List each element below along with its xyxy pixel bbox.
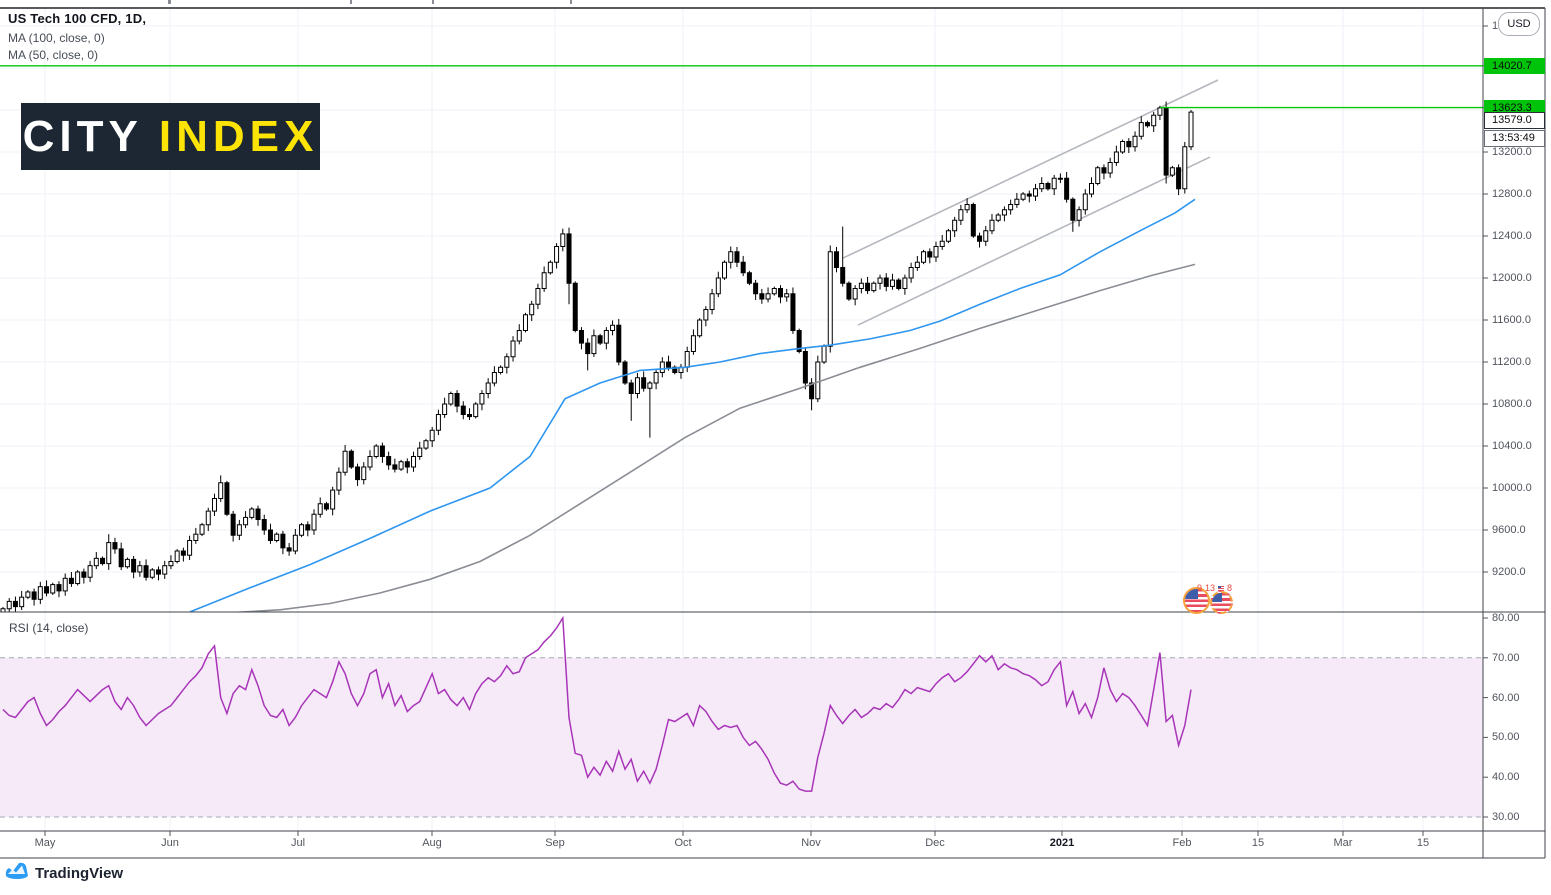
rsi-line[interactable] (2, 615, 1192, 792)
time-axis-label: Jun (161, 837, 179, 849)
pane-borders (0, 7, 1546, 859)
us-flag-event-icon[interactable] (1183, 587, 1210, 614)
city-index-logo-word2: INDEX (158, 111, 319, 161)
price-tick-label: 9600.0 (1492, 524, 1526, 536)
tick-marks (44, 25, 1488, 836)
clipped-toolbar-remnant (570, 0, 572, 4)
time-axis-label: 15 (1416, 837, 1430, 849)
price-tick-label: 12000.0 (1492, 272, 1532, 284)
price-level-label: 13623.3 (1484, 99, 1545, 116)
clipped-toolbar-remnant (350, 0, 352, 4)
event-count: 8 (1227, 583, 1233, 593)
clipped-toolbar-remnant (432, 0, 434, 4)
city-index-logo-word1: CITY (22, 111, 143, 161)
currency-toggle-button[interactable]: USD (1498, 12, 1540, 36)
tradingview-attribution[interactable]: TradingView (5, 862, 123, 885)
time-axis-label: Nov (801, 837, 821, 849)
time-axis-label: 15 (1251, 837, 1265, 849)
time-axis-label: May (34, 837, 56, 849)
indicator-label-ma100[interactable]: MA (100, close, 0) (8, 31, 105, 45)
time-axis-label: Sep (545, 837, 565, 849)
clipped-toolbar-remnant (168, 0, 171, 4)
candlesticks (0, 101, 1194, 612)
ma50-line[interactable] (189, 198, 1196, 612)
event-count-badges[interactable]: 9 13 8 (1197, 583, 1232, 593)
time-axis-label: 2021 (1049, 837, 1075, 849)
trend-channel[interactable] (842, 79, 1219, 326)
price-tick-label: 10000.0 (1492, 482, 1532, 494)
ma100-line[interactable] (225, 263, 1196, 613)
price-tick-label: 12400.0 (1492, 230, 1532, 242)
rsi-indicator-label[interactable]: RSI (14, close) (9, 621, 89, 635)
time-axis-label: Oct (674, 837, 692, 849)
us-flag-event-icon[interactable] (1210, 591, 1233, 614)
event-count: 13 (1205, 583, 1216, 593)
indicator-label-ma50[interactable]: MA (50, close, 0) (8, 48, 99, 62)
price-level-label: 14020.7 (1484, 57, 1545, 74)
price-tick-label: 11600.0 (1492, 314, 1531, 326)
last-price-label: 13579.0 (1484, 112, 1545, 129)
tradingview-logo-icon (5, 862, 29, 885)
rsi-tick-label: 30.00 (1492, 811, 1520, 823)
tradingview-wordmark: TradingView (35, 865, 124, 882)
mini-flag-icon (1218, 585, 1225, 591)
symbol-title[interactable]: US Tech 100 CFD, 1D, (8, 11, 147, 26)
event-count: 9 (1197, 583, 1203, 593)
price-tick-label: 9200.0 (1492, 566, 1526, 578)
price-tick-label: 12800.0 (1492, 188, 1532, 200)
time-axis-label: Feb (1172, 837, 1192, 849)
price-tick-label: 10800.0 (1492, 398, 1532, 410)
time-axis-label: Aug (422, 837, 442, 849)
city-index-logo: CITY INDEX (21, 103, 320, 170)
time-axis-label: Jul (290, 837, 306, 849)
rsi-tick-label: 50.00 (1492, 731, 1520, 744)
time-axis-label: Mar (1333, 837, 1353, 849)
price-tick-label: 13200.0 (1492, 146, 1532, 158)
rsi-tick-label: 40.00 (1492, 771, 1520, 784)
rsi-band (0, 657, 1483, 818)
price-tick-label: 11200.0 (1492, 356, 1531, 368)
price-tick-label: 10400.0 (1492, 440, 1532, 452)
bar-countdown-timer: 13:53:49 (1484, 130, 1545, 147)
rsi-tick-label: 60.00 (1492, 691, 1520, 704)
rsi-tick-label: 70.00 (1492, 651, 1520, 664)
time-axis-label: Dec (925, 837, 945, 849)
rsi-tick-label: 80.00 (1492, 612, 1520, 624)
